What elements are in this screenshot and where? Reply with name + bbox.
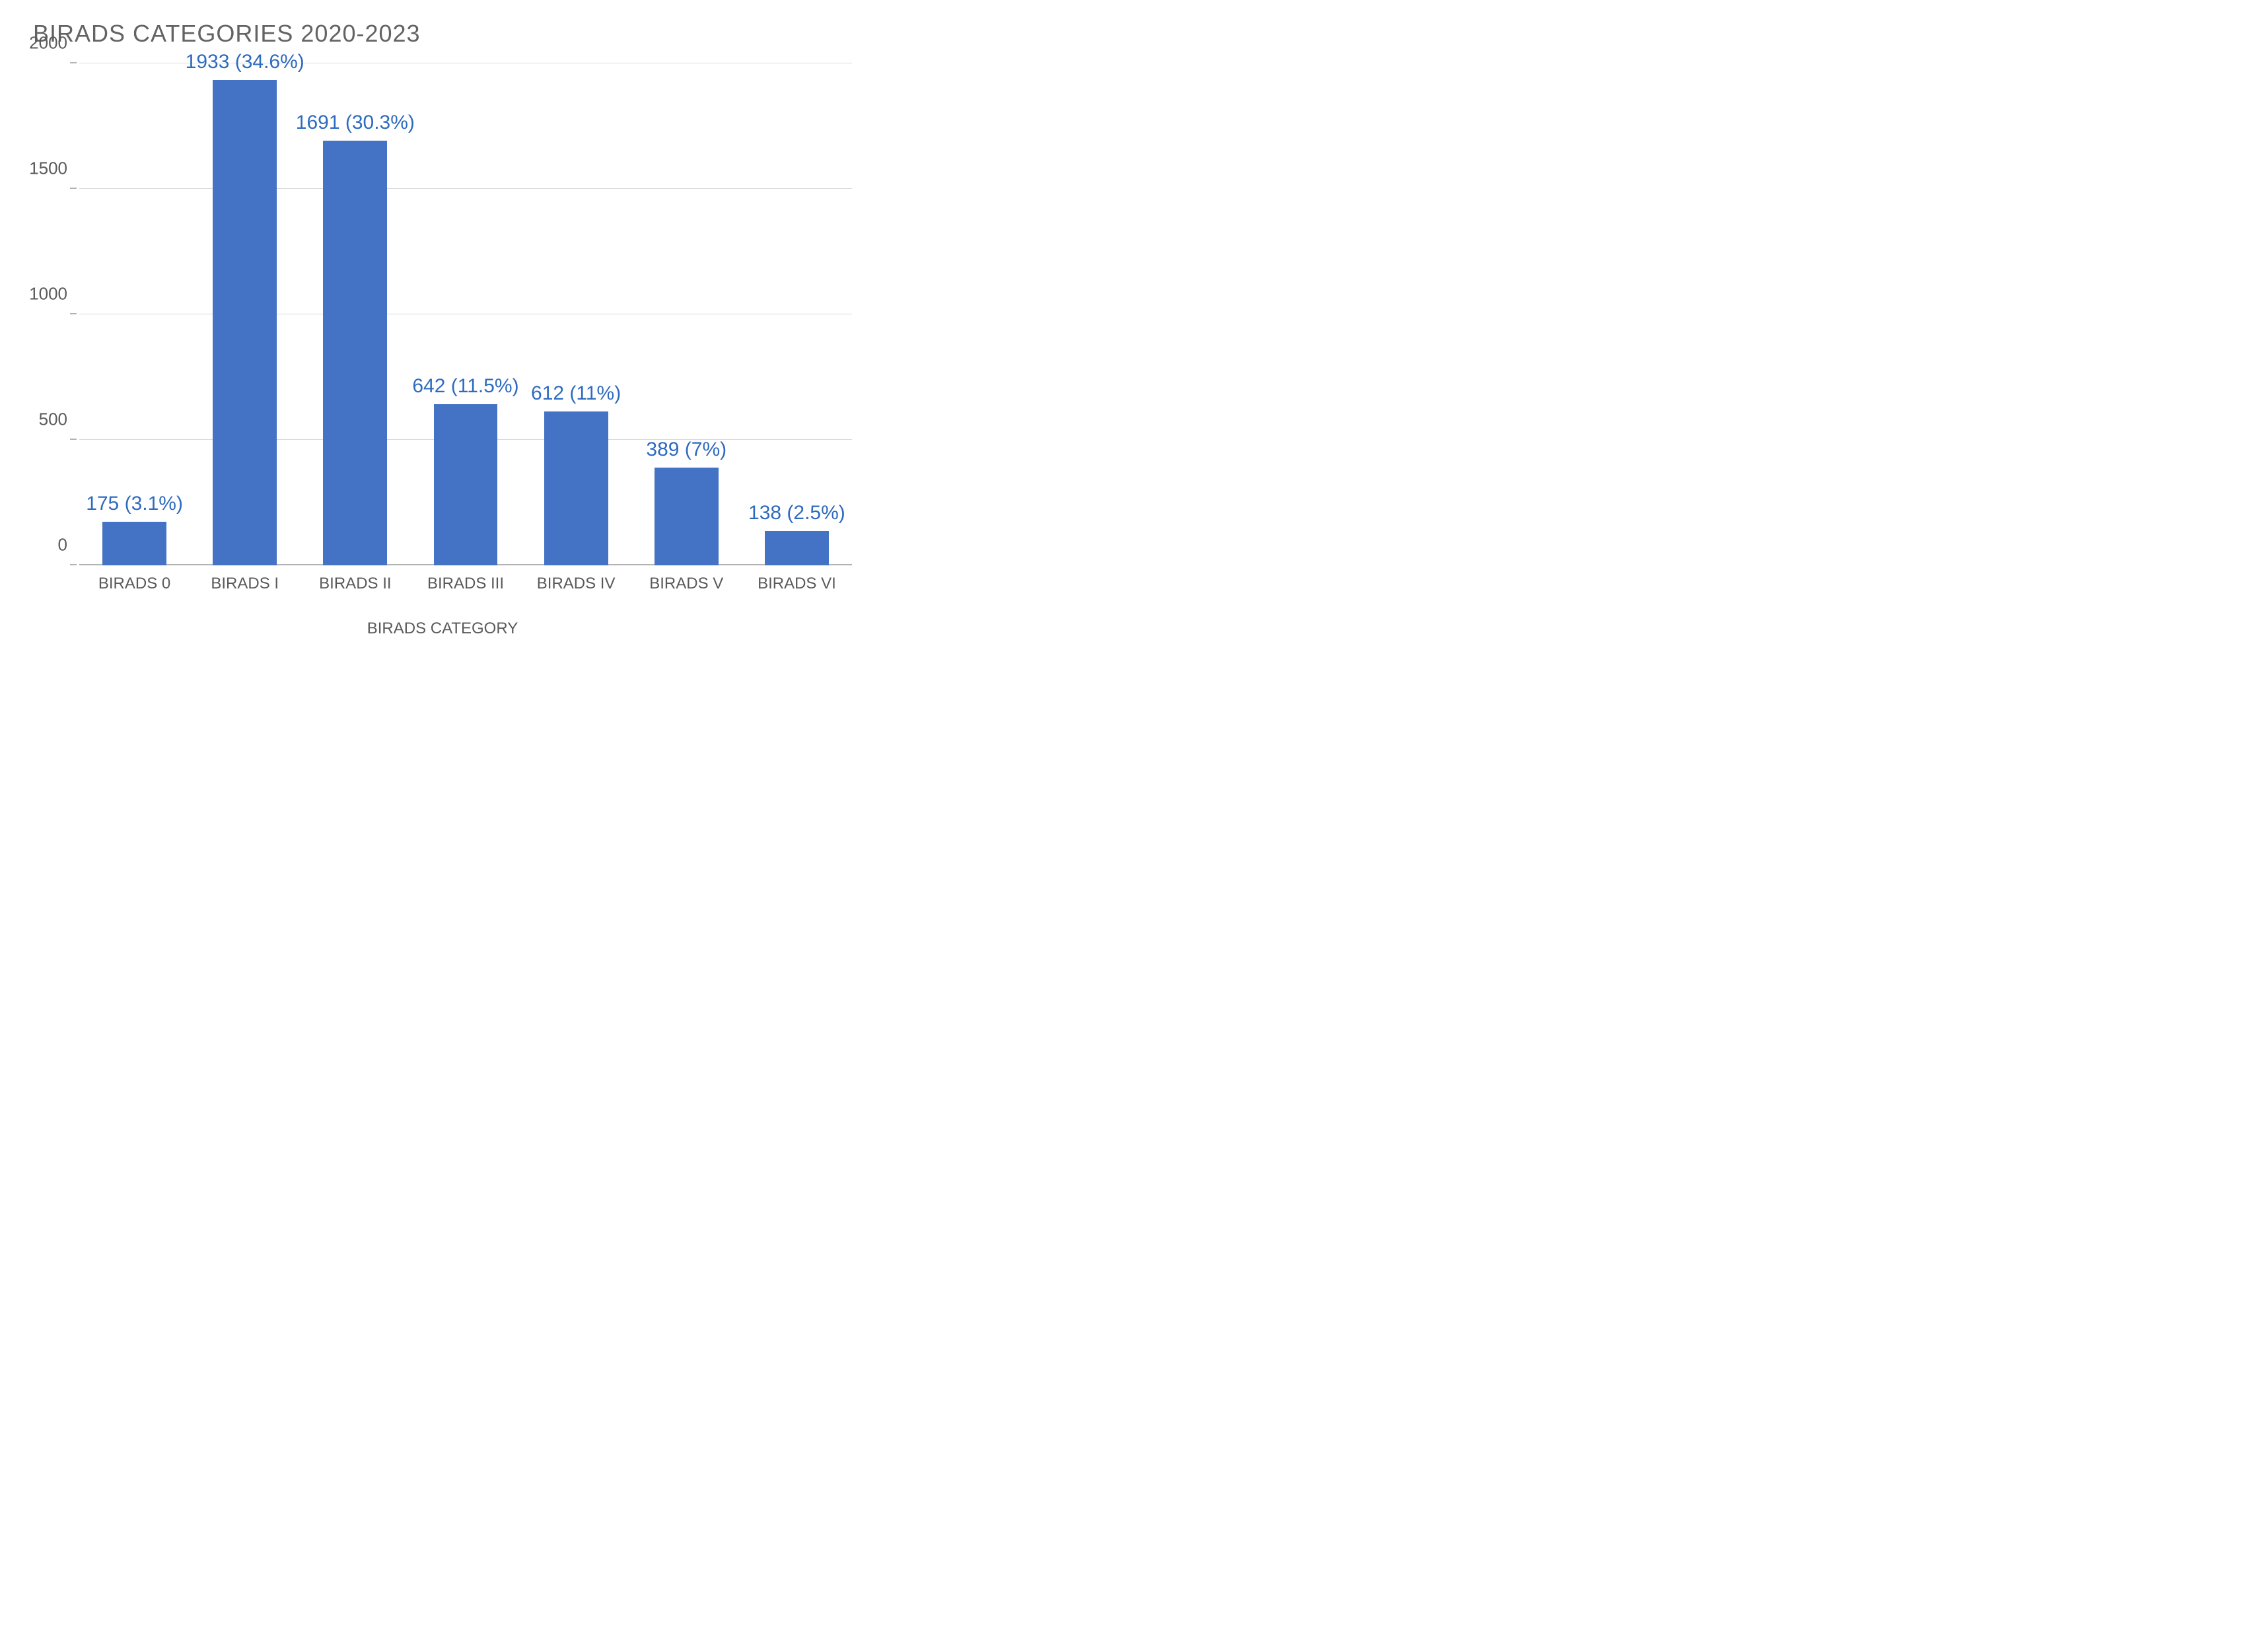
y-axis-label: 500	[39, 409, 67, 430]
x-tick-label: BIRADS IV	[521, 575, 631, 593]
x-axis-labels: BIRADS 0BIRADS IBIRADS IIBIRADS IIIBIRAD…	[79, 575, 852, 593]
x-tick-label: BIRADS II	[300, 575, 410, 593]
bar-slot: 1933 (34.6%)	[190, 63, 300, 565]
bar	[323, 141, 387, 565]
bar-data-label: 389 (7%)	[646, 439, 726, 461]
plot-area: 0500100015002000175 (3.1%)1933 (34.6%)16…	[79, 63, 852, 565]
y-tick	[70, 564, 77, 565]
chart-title: BIRADS CATEGORIES 2020-2023	[33, 20, 865, 48]
bar-slot: 138 (2.5%)	[742, 63, 852, 565]
x-tick-label: BIRADS V	[631, 575, 742, 593]
y-tick	[70, 439, 77, 440]
x-axis-title: BIRADS CATEGORY	[20, 620, 865, 638]
birads-bar-chart: BIRADS CATEGORIES 2020-2023 0 500 1000 1500…	[20, 20, 865, 638]
bar-data-label: 612 (11%)	[531, 382, 621, 405]
bar-data-label: 138 (2.5%)	[748, 502, 845, 524]
bar-slot: 612 (11%)	[521, 63, 631, 565]
x-tick-label: BIRADS 0	[79, 575, 190, 593]
bar	[213, 80, 277, 565]
y-axis-label: 0	[58, 535, 67, 555]
bar	[102, 522, 166, 566]
y-tick	[70, 188, 77, 189]
y-axis-label: 2000	[29, 33, 67, 53]
bar-slot: 1691 (30.3%)	[300, 63, 410, 565]
bar	[544, 411, 608, 565]
bar-slot: 642 (11.5%)	[410, 63, 520, 565]
x-tick-label: BIRADS I	[190, 575, 300, 593]
x-tick-label: BIRADS VI	[742, 575, 852, 593]
bars-container: 175 (3.1%)1933 (34.6%)1691 (30.3%)642 (1…	[79, 63, 852, 565]
bar-data-label: 175 (3.1%)	[86, 493, 183, 515]
bar	[434, 404, 498, 565]
y-tick	[70, 62, 77, 63]
bar-data-label: 642 (11.5%)	[412, 375, 518, 398]
bar	[655, 468, 719, 565]
y-tick	[70, 313, 77, 314]
bar-slot: 389 (7%)	[631, 63, 742, 565]
x-tick-label: BIRADS III	[410, 575, 520, 593]
bar-data-label: 1691 (30.3%)	[296, 112, 415, 134]
bar-data-label: 1933 (34.6%)	[186, 51, 304, 73]
y-axis-label: 1500	[29, 159, 67, 179]
bar	[765, 531, 829, 565]
y-axis-label: 1000	[29, 284, 67, 304]
bar-slot: 175 (3.1%)	[79, 63, 190, 565]
